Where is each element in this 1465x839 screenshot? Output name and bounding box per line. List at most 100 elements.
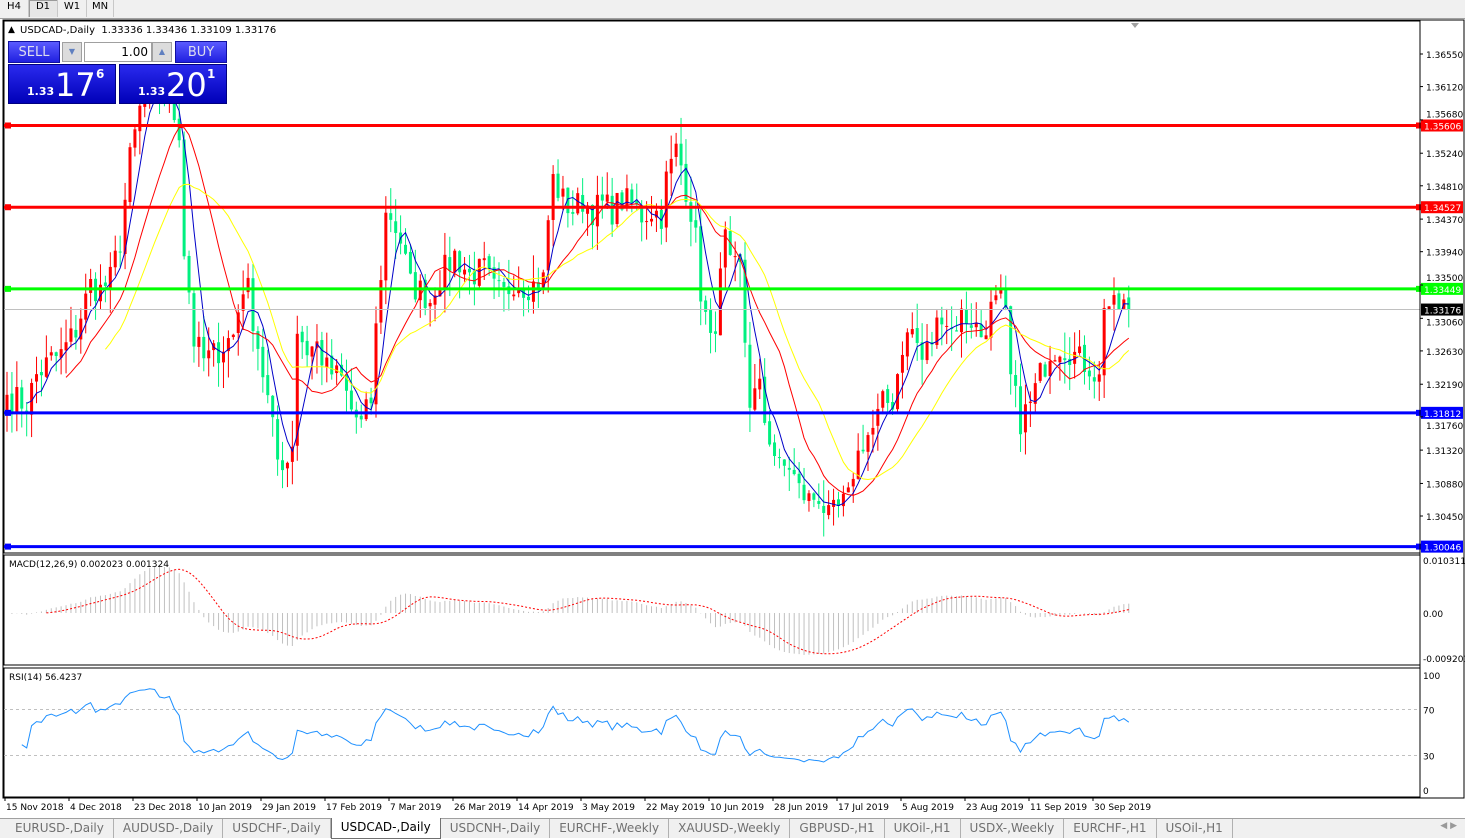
tab-gbpusd-h1[interactable]: GBPUSD-,H1 bbox=[790, 819, 885, 838]
timeframe-mn[interactable]: MN bbox=[87, 0, 114, 17]
line-handle-icon[interactable] bbox=[5, 285, 11, 292]
line-handle-icon[interactable] bbox=[5, 543, 11, 550]
sell-button[interactable]: SELL bbox=[8, 41, 60, 63]
candle-bullish bbox=[669, 158, 673, 174]
candle-bullish bbox=[197, 336, 201, 347]
candle-bullish bbox=[84, 293, 88, 320]
line-handle-icon[interactable] bbox=[1416, 543, 1422, 550]
line-handle-icon[interactable] bbox=[1416, 285, 1422, 292]
buy-button[interactable]: BUY bbox=[175, 41, 227, 63]
candle-bearish bbox=[340, 364, 344, 376]
date-axis-label: 23 Dec 2018 bbox=[134, 803, 192, 813]
tab-usdchf-daily[interactable]: USDCHF-,Daily bbox=[223, 819, 331, 838]
candle-bullish bbox=[379, 280, 383, 323]
candle-bearish bbox=[792, 469, 796, 475]
candle-bearish bbox=[369, 397, 373, 404]
price-axis-label: 1.30450 bbox=[1426, 513, 1463, 523]
candle-bullish bbox=[123, 199, 127, 255]
candle-bullish bbox=[35, 374, 39, 382]
tab-audusd-daily[interactable]: AUDUSD-,Daily bbox=[114, 819, 224, 838]
candle-bearish bbox=[389, 213, 393, 220]
candle-bullish bbox=[905, 332, 909, 357]
volume-decrease-icon[interactable]: ▼ bbox=[62, 42, 82, 62]
candle-bullish bbox=[236, 312, 240, 333]
macd-signal-line bbox=[46, 568, 1129, 655]
candle-bullish bbox=[846, 487, 850, 493]
tab-usdx-weekly[interactable]: USDX-,Weekly bbox=[961, 819, 1065, 838]
candle-bearish bbox=[861, 449, 865, 452]
candle-bearish bbox=[1092, 377, 1096, 382]
candle-bearish bbox=[1004, 289, 1008, 308]
candle-bullish bbox=[226, 338, 230, 352]
buy-price-button[interactable]: 1.33 20 1 bbox=[119, 64, 227, 104]
sell-price-pipette: 6 bbox=[96, 67, 105, 81]
tab-xauusd-weekly[interactable]: XAUUSD-,Weekly bbox=[669, 819, 791, 838]
candle-bearish bbox=[640, 206, 644, 223]
ma-mid-line bbox=[65, 126, 1130, 496]
candle-bullish bbox=[866, 435, 870, 452]
chart-collapse-icon[interactable]: ▲ bbox=[8, 25, 15, 35]
volume-increase-icon[interactable]: ▲ bbox=[152, 42, 172, 62]
candle-bearish bbox=[1014, 375, 1018, 386]
sell-price-big: 17 bbox=[55, 66, 96, 104]
tab-eurchf-h1[interactable]: EURCHF-,H1 bbox=[1064, 819, 1157, 838]
current-price-box bbox=[1421, 303, 1463, 316]
rsi-axis-label: 30 bbox=[1423, 753, 1435, 763]
line-handle-icon[interactable] bbox=[1416, 409, 1422, 416]
candle-bearish bbox=[969, 325, 973, 328]
candle-bearish bbox=[886, 389, 890, 403]
candle-bullish bbox=[758, 378, 762, 390]
price-label-box bbox=[1421, 201, 1463, 214]
candle-bearish bbox=[492, 267, 496, 279]
candle-bullish bbox=[551, 174, 555, 220]
volume-input[interactable] bbox=[84, 42, 152, 62]
price-axis-label: 1.31760 bbox=[1426, 422, 1463, 432]
candle-bullish bbox=[30, 382, 34, 415]
chart-shift-marker-icon[interactable] bbox=[1131, 23, 1139, 28]
tab-usoil-h1[interactable]: USOil-,H1 bbox=[1157, 819, 1233, 838]
candle-bullish bbox=[438, 290, 442, 297]
candle-bullish bbox=[453, 250, 457, 273]
tab-ukoil-h1[interactable]: UKOil-,H1 bbox=[885, 819, 961, 838]
candle-bearish bbox=[556, 173, 560, 198]
line-handle-icon[interactable] bbox=[1416, 204, 1422, 211]
sell-price-button[interactable]: 1.33 17 6 bbox=[8, 64, 116, 104]
tab-eurchf-weekly[interactable]: EURCHF-,Weekly bbox=[550, 819, 670, 838]
candle-bearish bbox=[822, 505, 826, 514]
candle-bullish bbox=[984, 335, 988, 340]
candle-bullish bbox=[384, 212, 388, 281]
line-handle-icon[interactable] bbox=[5, 409, 11, 416]
candle-bearish bbox=[74, 329, 78, 338]
candle-bearish bbox=[704, 300, 708, 312]
candle-bullish bbox=[586, 205, 590, 214]
horizontal-level-price: 1.31812 bbox=[1424, 410, 1461, 420]
line-handle-icon[interactable] bbox=[1416, 122, 1422, 129]
candle-bullish bbox=[477, 258, 481, 286]
buy-price-prefix: 1.33 bbox=[138, 85, 166, 98]
tab-usdcad-daily[interactable]: USDCAD-,Daily bbox=[330, 818, 441, 839]
candle-bullish bbox=[482, 258, 486, 261]
tab-eurusd-daily[interactable]: EURUSD-,Daily bbox=[6, 819, 114, 838]
tab-scroll-arrows-icon[interactable]: ◀ ▶ bbox=[1440, 821, 1457, 831]
candle-bearish bbox=[251, 278, 255, 332]
candle-bearish bbox=[699, 226, 703, 302]
timeframe-d1[interactable]: D1 bbox=[29, 0, 58, 17]
horizontal-level-price: 1.30046 bbox=[1424, 544, 1461, 554]
candle-bullish bbox=[723, 229, 727, 268]
candle-bullish bbox=[295, 333, 299, 446]
line-handle-icon[interactable] bbox=[5, 122, 11, 129]
candle-bearish bbox=[497, 280, 501, 282]
timeframe-h4[interactable]: H4 bbox=[0, 0, 29, 17]
tab-usdcnh-daily[interactable]: USDCNH-,Daily bbox=[441, 819, 551, 838]
timeframe-w1[interactable]: W1 bbox=[58, 0, 87, 17]
candle-bullish bbox=[374, 323, 378, 405]
candle-bearish bbox=[344, 374, 348, 391]
price-label-box bbox=[1421, 282, 1463, 295]
line-handle-icon[interactable] bbox=[5, 204, 11, 211]
candle-bearish bbox=[305, 340, 309, 356]
price-label-box bbox=[1421, 540, 1463, 553]
candle-bullish bbox=[1033, 383, 1037, 404]
candle-bullish bbox=[935, 317, 939, 345]
candle-bullish bbox=[876, 408, 880, 426]
